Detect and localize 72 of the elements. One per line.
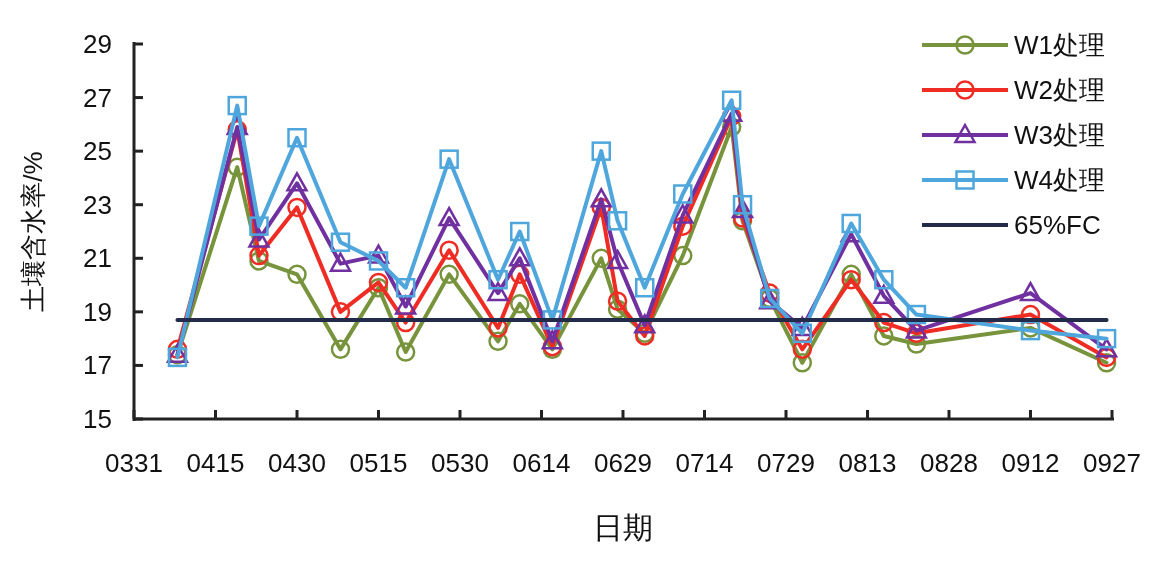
x-tick-label: 0714: [675, 448, 734, 478]
point: [509, 247, 531, 267]
point: [510, 294, 530, 314]
point: [330, 339, 351, 360]
point: [510, 221, 530, 242]
point: [873, 284, 895, 305]
legend-label: W4处理: [1014, 165, 1105, 195]
point: [439, 264, 459, 285]
point: [329, 252, 352, 272]
point: [487, 281, 509, 302]
point: [439, 240, 459, 260]
x-tick-label: 0828: [920, 448, 978, 478]
y-tick-label: 25: [83, 136, 112, 167]
point: [286, 172, 308, 192]
point: [395, 342, 416, 362]
point: [606, 249, 629, 270]
y-tick-label: 21: [83, 243, 112, 274]
point: [488, 331, 508, 352]
x-tick-label: 0813: [838, 448, 897, 478]
x-tick-label: 0912: [1001, 448, 1060, 478]
x-tick-label: 0515: [349, 448, 408, 478]
x-tick-label: 0530: [431, 448, 489, 478]
x-tick-label: 0927: [1083, 448, 1141, 478]
legend-label: W2处理: [1014, 75, 1105, 105]
point: [906, 304, 927, 325]
x-tick-label: 0729: [757, 448, 815, 478]
point: [330, 232, 351, 252]
point: [1096, 328, 1117, 349]
point: [249, 216, 269, 236]
point: [541, 330, 564, 350]
point: [287, 197, 307, 218]
x-tick-label: 0629: [594, 448, 652, 478]
y-tick-label: 15: [83, 404, 112, 434]
x-tick-label: 0430: [268, 448, 326, 478]
legend-label: W1处理: [1014, 30, 1105, 60]
point: [874, 326, 894, 346]
point: [287, 264, 307, 285]
x-tick-label: 0331: [105, 448, 163, 478]
point: [874, 269, 894, 290]
point: [841, 213, 861, 234]
point: [607, 211, 628, 231]
point: [488, 269, 508, 290]
point: [395, 278, 416, 298]
point: [1019, 281, 1042, 302]
point: [368, 251, 389, 271]
point: [287, 128, 307, 148]
point: [607, 291, 628, 311]
x-axis-title: 日期: [593, 511, 653, 544]
y-axis-title: 土壤含水率/%: [18, 151, 48, 312]
point: [394, 295, 417, 315]
y-tick-label: 17: [83, 350, 112, 381]
point: [439, 149, 459, 169]
point: [591, 141, 612, 161]
point: [634, 278, 655, 298]
point: [368, 272, 389, 293]
point: [721, 90, 742, 110]
legend-label: W3处理: [1014, 120, 1105, 150]
point: [542, 310, 563, 330]
y-tick-label: 29: [83, 29, 112, 59]
point: [590, 188, 613, 208]
point: [438, 206, 460, 227]
y-tick-label: 23: [83, 189, 112, 220]
x-tick-label: 0415: [186, 448, 245, 478]
x-tick-label: 0614: [512, 448, 571, 478]
point: [672, 204, 694, 224]
y-tick-label: 19: [83, 296, 112, 327]
point: [792, 323, 813, 344]
legend-label: 65%FC: [1014, 210, 1101, 240]
point: [841, 269, 861, 290]
point: [227, 95, 247, 116]
point: [673, 184, 693, 204]
y-tick-label: 27: [83, 82, 112, 113]
